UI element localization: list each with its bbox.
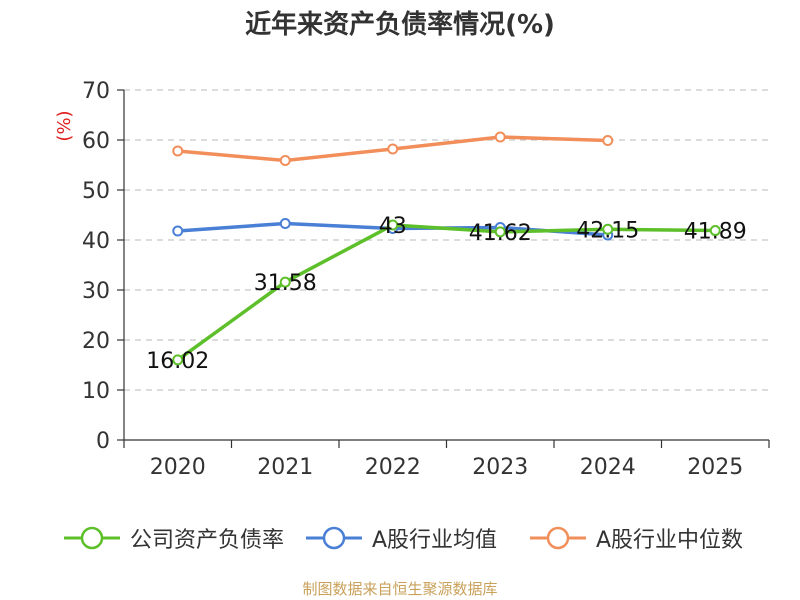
y-axis-label: (%) <box>54 110 75 141</box>
data-point <box>172 225 184 237</box>
x-tick-label: 2025 <box>687 455 743 480</box>
legend-label: 公司资产负债率 <box>130 528 285 553</box>
data-point <box>172 354 184 366</box>
y-tick-label: 10 <box>82 379 110 404</box>
data-label: 43 <box>379 214 407 239</box>
legend-label: A股行业中位数 <box>596 528 744 553</box>
chart-title: 近年来资产负债率情况(%) <box>245 10 555 40</box>
data-labels: 16.02 31.58 43 41.62 42.15 41.89 <box>146 214 746 374</box>
axes: 0 10 20 30 40 50 60 70 2020 2021 2022 2023 2024 2025 (… <box>54 79 770 480</box>
data-point <box>279 276 291 288</box>
y-tick-label: 50 <box>82 179 110 204</box>
series-line <box>176 223 717 362</box>
y-tick-label: 30 <box>82 279 110 304</box>
data-point <box>494 226 506 238</box>
y-tick-label: 0 <box>96 429 110 454</box>
legend-item: 公司资产负债率 <box>62 518 284 558</box>
legend-label: A股行业均值 <box>372 528 498 553</box>
data-point <box>387 143 399 155</box>
series-lines <box>172 131 721 366</box>
x-tick-label: 2022 <box>365 455 421 480</box>
data-point <box>602 135 614 146</box>
grid-lines <box>124 89 769 391</box>
x-tick-label: 2021 <box>257 455 313 480</box>
legend-swatch-icon <box>64 526 120 550</box>
data-point <box>602 223 614 235</box>
data-label: 16.02 <box>146 349 209 374</box>
y-tick-label: 70 <box>82 79 110 104</box>
y-tick-label: 40 <box>82 229 110 254</box>
legend-swatch-icon <box>306 526 362 550</box>
x-tick-label: 2023 <box>472 455 528 480</box>
legend-swatch-icon <box>530 526 586 550</box>
data-point <box>172 145 184 157</box>
y-tick-label: 20 <box>82 329 110 354</box>
source-note: 制图数据来自恒生聚源数据库 <box>302 580 498 598</box>
data-label: 31.58 <box>254 271 317 296</box>
data-point <box>494 131 506 143</box>
x-tick-label: 2020 <box>150 455 206 480</box>
x-tick-label: 2024 <box>580 455 636 480</box>
data-point <box>387 219 399 231</box>
data-point <box>279 218 291 229</box>
data-point <box>279 155 291 166</box>
legend-item: A股行业中位数 <box>528 518 743 558</box>
legend-item: A股行业均值 <box>304 518 497 558</box>
data-point <box>709 225 721 237</box>
legend: 公司资产负债率 A股行业均值 A股行业中位数 <box>0 518 800 558</box>
y-tick-label: 60 <box>82 129 110 154</box>
data-label: 42.15 <box>576 218 639 243</box>
data-label: 41.62 <box>469 221 532 246</box>
data-label: 41.89 <box>684 220 747 245</box>
